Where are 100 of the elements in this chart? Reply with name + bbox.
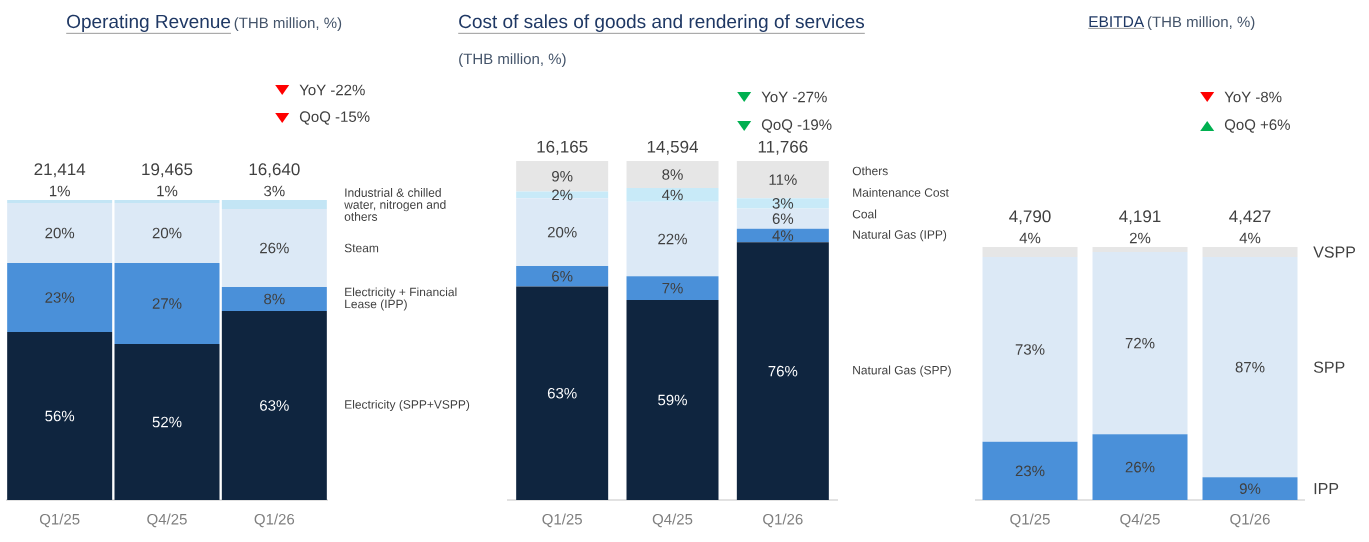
bar xyxy=(626,161,719,189)
bar xyxy=(736,198,829,209)
text: YoY -8% xyxy=(1224,91,1282,103)
bar xyxy=(1092,434,1188,500)
data-label: 20% xyxy=(45,227,75,239)
data-label: 26% xyxy=(1125,461,1155,473)
series-label: SPP xyxy=(1313,361,1345,373)
bar xyxy=(114,263,220,344)
x-tick-label: Q1/26 xyxy=(763,513,803,528)
text: QoQ +6% xyxy=(1224,119,1290,133)
text: Natural Gas (IPP) xyxy=(853,230,947,242)
bar xyxy=(1092,247,1188,253)
bar xyxy=(221,209,327,287)
bar xyxy=(114,203,220,263)
bar xyxy=(1202,477,1298,500)
text: YoY -22% xyxy=(299,84,365,96)
text: Natural Gas (SPP) xyxy=(853,365,951,377)
bar xyxy=(736,242,829,500)
data-label: 73% xyxy=(1015,344,1045,355)
bar xyxy=(516,286,609,500)
annotation: 11,766 xyxy=(758,140,808,155)
annotation: 14,594 xyxy=(647,140,698,155)
data-label: 76% xyxy=(768,365,798,377)
x-tick-label: Q1/25 xyxy=(1010,513,1050,528)
data-label: 23% xyxy=(1015,465,1045,477)
annotation: 4,790 xyxy=(1009,210,1051,225)
data-label: 8% xyxy=(264,293,285,305)
annotation: 16,640 xyxy=(249,163,300,178)
series-label: Others xyxy=(852,166,888,176)
x-tick-label: Q1/25 xyxy=(39,513,80,528)
bar xyxy=(626,201,719,277)
annotation: 21,414 xyxy=(34,163,86,178)
bar xyxy=(982,247,1078,258)
data-label: 6% xyxy=(772,213,794,224)
bar xyxy=(221,200,327,209)
bar xyxy=(7,203,113,263)
bar xyxy=(114,200,220,203)
data-label: 20% xyxy=(547,226,577,238)
bar xyxy=(736,228,829,243)
data-label: 26% xyxy=(260,242,289,254)
x-tick-label: Q1/25 xyxy=(542,513,582,528)
data-label: 2% xyxy=(1129,232,1151,244)
text: QoQ -19% xyxy=(761,119,832,133)
chart-title: Cost of sales of goods and rendering of services xyxy=(459,14,865,32)
data-label: 9% xyxy=(1239,483,1261,494)
bar xyxy=(982,257,1078,442)
bar xyxy=(736,208,829,229)
chart-title: Operating Revenue xyxy=(67,14,231,32)
bar xyxy=(7,332,113,500)
series-label: IPP xyxy=(1314,483,1339,495)
bar xyxy=(626,276,719,300)
series-label: Electricity (SPP+VSPP) xyxy=(345,399,470,412)
data-label: 63% xyxy=(260,400,289,411)
chart-subtitle: (THB million, %) xyxy=(234,17,342,32)
data-label: 4% xyxy=(1239,232,1261,244)
bar xyxy=(7,263,113,332)
chart-subtitle: (THB million, %) xyxy=(1147,16,1255,31)
data-label: 7% xyxy=(662,282,683,294)
bar xyxy=(7,200,113,203)
series-label: VSPP xyxy=(1313,246,1356,258)
x-tick-label: Q1/26 xyxy=(254,513,295,528)
data-label: 1% xyxy=(157,185,178,197)
x-tick-label: Q4/25 xyxy=(1120,513,1160,528)
data-label: 20% xyxy=(152,227,182,239)
data-label: 9% xyxy=(552,170,573,182)
bar xyxy=(1202,257,1298,478)
data-label: 52% xyxy=(152,416,182,428)
series-label: Industrial & chilled water, nitrogen and others xyxy=(344,188,446,221)
data-label: 6% xyxy=(552,270,573,282)
data-label: 3% xyxy=(264,185,285,197)
series-label: Steam xyxy=(344,243,379,253)
series-label: Coal xyxy=(852,209,877,219)
bar xyxy=(114,344,220,500)
data-label: 2% xyxy=(552,189,573,201)
bar xyxy=(1092,252,1188,435)
data-label: 27% xyxy=(152,298,182,309)
chart-title: EBITDA xyxy=(1089,16,1145,27)
text: QoQ -15% xyxy=(299,111,370,125)
bar xyxy=(982,441,1078,500)
annotation: 16,165 xyxy=(537,140,588,155)
text: Maintenance Cost xyxy=(853,187,949,197)
x-tick-label: Q4/25 xyxy=(147,513,187,528)
data-label: 4% xyxy=(1019,232,1041,244)
data-label: 59% xyxy=(658,394,687,406)
bar xyxy=(221,287,327,311)
bar xyxy=(221,311,327,500)
bar xyxy=(516,266,609,287)
data-label: 87% xyxy=(1235,361,1265,373)
data-label: 4% xyxy=(662,189,683,201)
bar xyxy=(1202,247,1298,258)
data-label: 1% xyxy=(49,185,70,197)
data-label: 22% xyxy=(658,233,687,245)
chart-subtitle: (THB million, %) xyxy=(459,53,566,68)
bar xyxy=(626,299,719,500)
data-label: 72% xyxy=(1125,337,1155,349)
x-tick-label: Q4/25 xyxy=(652,513,693,528)
data-label: 23% xyxy=(45,292,75,303)
data-label: 56% xyxy=(45,410,75,422)
data-label: 8% xyxy=(662,169,683,180)
text: YoY -27% xyxy=(761,91,827,103)
